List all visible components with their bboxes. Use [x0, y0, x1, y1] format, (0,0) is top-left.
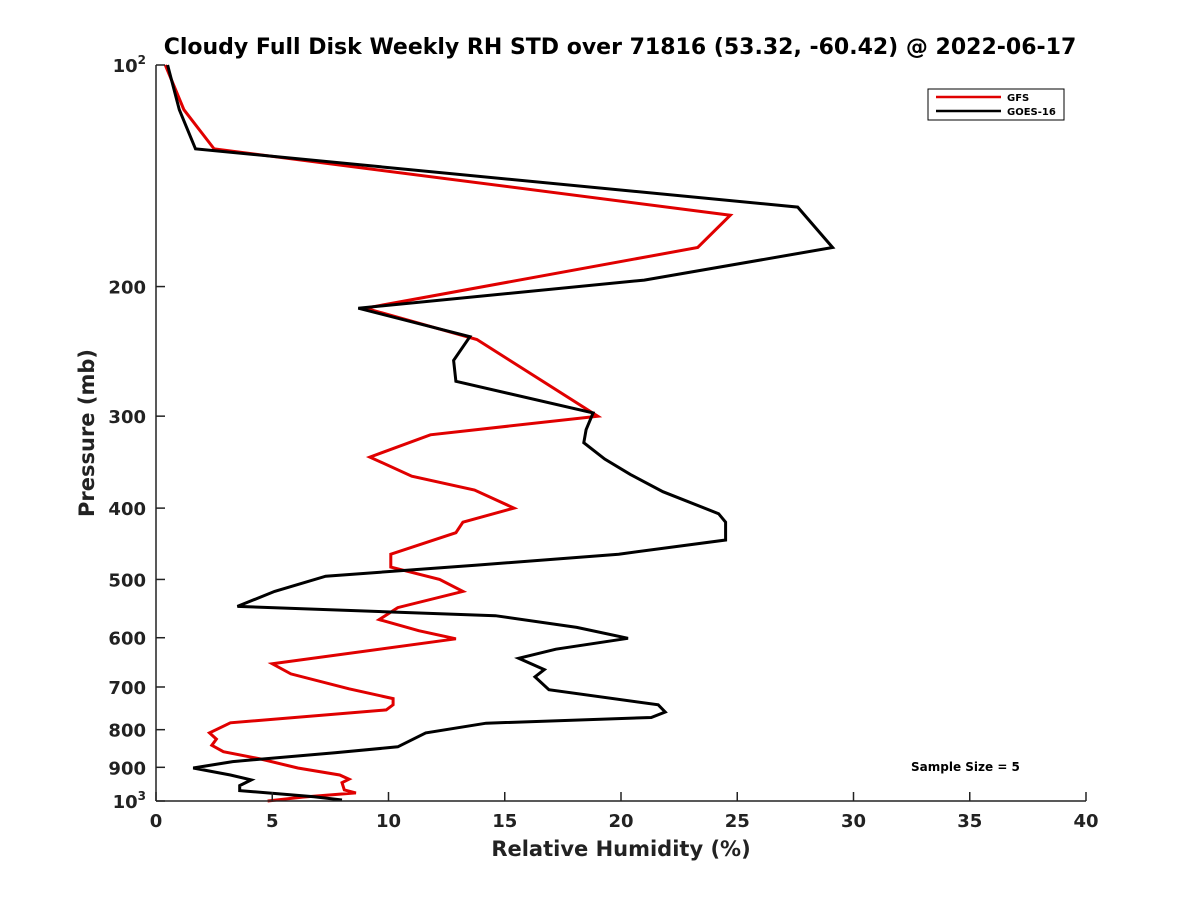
- x-tick-label: 30: [841, 811, 866, 832]
- plot-frame: [156, 65, 1086, 801]
- legend: GFS GOES-16: [927, 88, 1065, 121]
- x-ticks: 0 5 10 15 20 25 30 35 40: [150, 792, 1099, 832]
- y-tick-label: 900: [108, 758, 146, 779]
- y-tick-label: 102: [113, 53, 146, 77]
- y-axis-label: Pressure (mb): [75, 349, 99, 517]
- legend-box: [927, 88, 1065, 121]
- y-tick-exponent: 3: [138, 789, 146, 803]
- y-tick-label: 200: [108, 278, 146, 299]
- y-tick-label: 700: [108, 678, 146, 699]
- y-tick-label: 600: [108, 629, 146, 650]
- y-tick-exponent: 2: [138, 53, 146, 67]
- x-tick-label: 35: [957, 811, 982, 832]
- sample-size-annotation: Sample Size = 5: [911, 760, 1020, 774]
- x-tick-label: 20: [608, 811, 633, 832]
- y-tick-label: 500: [108, 570, 146, 591]
- y-tick-base: 10: [113, 792, 138, 813]
- x-tick-label: 15: [492, 811, 517, 832]
- x-axis-label: Relative Humidity (%): [491, 837, 750, 861]
- x-tick-label: 10: [376, 811, 401, 832]
- x-tick-label: 5: [266, 811, 279, 832]
- x-tick-label: 0: [150, 811, 163, 832]
- y-tick-label: 300: [108, 407, 146, 428]
- x-tick-label: 40: [1073, 811, 1098, 832]
- y-tick-label: 103: [113, 789, 146, 813]
- y-tick-base: 10: [113, 56, 138, 77]
- series-line-goes-16: [166, 64, 836, 802]
- x-tick-label: 25: [725, 811, 750, 832]
- chart-title: Cloudy Full Disk Weekly RH STD over 7181…: [164, 35, 1077, 60]
- legend-label: GOES-16: [1007, 107, 1056, 118]
- legend-entries: GFS GOES-16: [936, 93, 1056, 118]
- series-layer: [163, 64, 836, 803]
- y-tick-label: 400: [108, 499, 146, 520]
- series-line-gfs: [163, 64, 734, 803]
- legend-label: GFS: [1007, 93, 1029, 104]
- y-tick-label: 800: [108, 721, 146, 742]
